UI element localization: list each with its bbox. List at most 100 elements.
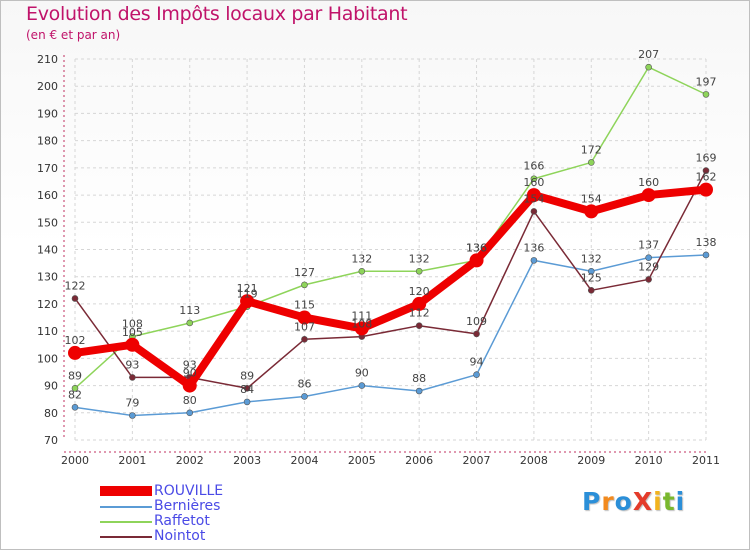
data-point-rouville-2008 [526,188,541,203]
series-line-rouville [71,185,710,390]
data-point-berni-res-2009 [587,267,595,275]
data-label-berni-res-2003: 84 [240,383,254,396]
y-tick-label-180: 180 [37,135,58,148]
legend-label-rouville: ROUVILLE [154,483,224,499]
data-point-rouville-2004 [297,310,312,325]
y-tick-label-210: 210 [37,53,58,66]
data-label-rouville-2003: 121 [237,282,258,295]
data-label-rouville-2007: 136 [466,241,487,254]
legend-swatch-raffetot [100,521,152,523]
y-tick-label-70: 70 [44,434,58,447]
data-point-raffetot-2000 [71,384,79,392]
logo-letter: t [662,487,676,516]
data-point-berni-res-2000 [71,404,79,411]
legend-swatch-rouville [100,486,152,496]
x-tick-label-2009: 2009 [577,454,605,467]
data-label-rouville-2006: 120 [409,285,430,298]
data-point-berni-res-2004 [301,393,308,400]
x-tick-label-2001: 2001 [118,454,146,467]
data-point-rouville-2005 [354,321,369,336]
data-point-nointot-2006 [415,322,423,330]
data-label-raffetot-2008: 166 [523,160,544,173]
data-label-raffetot-2002: 113 [179,304,200,317]
data-label-berni-res-2008: 136 [523,241,544,254]
data-label-berni-res-2011: 138 [696,236,717,249]
y-tick-label-140: 140 [37,244,58,257]
data-label-nointot-2003: 89 [240,369,254,382]
x-tick-label-2003: 2003 [233,454,261,467]
data-label-berni-res-2000: 82 [68,388,82,401]
data-point-rouville-2001 [125,337,140,352]
data-point-berni-res-2006 [415,387,423,395]
data-label-rouville-2002: 90 [183,367,197,380]
data-point-nointot-2011 [702,167,710,174]
data-label-nointot-2002: 93 [183,358,197,371]
y-tick-label-150: 150 [37,216,58,229]
x-tick-label-2008: 2008 [520,454,548,467]
data-point-berni-res-2002 [186,409,194,417]
logo-letter: P [582,487,602,516]
y-tick-label-80: 80 [44,407,58,420]
series-line-raffetot [74,66,707,390]
data-label-raffetot-2000: 89 [68,369,82,382]
data-label-nointot-2009: 125 [581,271,602,284]
y-tick-label-110: 110 [37,325,58,338]
data-label-rouville-2008: 160 [523,176,544,189]
data-label-rouville-2000: 102 [65,334,86,347]
data-label-raffetot-2007: 136 [466,241,487,254]
data-label-nointot-2001: 93 [125,358,139,371]
data-label-nointot-2000: 122 [65,279,86,292]
data-point-berni-res-2003 [243,398,251,406]
x-tick-label-2004: 2004 [290,454,318,467]
data-label-nointot-2005: 108 [351,318,372,331]
data-point-raffetot-2002 [186,319,194,327]
data-label-berni-res-2005: 90 [355,367,369,380]
data-point-berni-res-2008 [530,257,538,264]
y-tick-label-90: 90 [44,380,58,393]
data-point-raffetot-2005 [358,267,366,275]
data-point-berni-res-2001 [129,412,136,419]
data-label-nointot-2006: 112 [409,307,430,320]
data-label-raffetot-2003: 119 [237,288,258,301]
data-point-rouville-2000 [68,345,82,360]
data-point-rouville-2002 [182,378,197,393]
chart-title: Evolution des Impôts locaux par Habitant [26,3,408,25]
data-label-berni-res-2010: 137 [638,239,659,252]
data-point-nointot-2001 [129,374,136,381]
data-point-nointot-2010 [645,276,652,283]
y-tick-label-130: 130 [37,271,58,284]
data-point-nointot-2000 [71,295,79,302]
legend-label-bernieres: Bernières [154,498,221,514]
data-point-nointot-2004 [301,336,308,343]
data-point-rouville-2007 [469,253,484,268]
y-tick-label-100: 100 [37,352,58,365]
logo-letter: i [675,487,686,516]
data-label-rouville-2001: 105 [122,326,143,339]
data-point-nointot-2008 [530,208,538,215]
x-tick-label-2007: 2007 [463,454,491,467]
data-label-berni-res-2002: 80 [183,394,197,407]
legend-swatch-bernieres [100,506,152,508]
x-tick-label-2005: 2005 [348,454,376,467]
data-label-nointot-2011: 169 [696,152,717,165]
y-tick-label-170: 170 [37,162,58,175]
data-point-rouville-2009 [584,204,599,219]
data-point-nointot-2007 [473,330,480,338]
data-label-nointot-2010: 129 [638,260,659,273]
data-label-raffetot-2001: 108 [122,318,143,331]
data-point-raffetot-2004 [301,281,308,289]
data-point-berni-res-2011 [702,251,710,259]
data-point-raffetot-2011 [702,91,710,98]
data-label-nointot-2008: 154 [523,192,544,205]
legend-label-raffetot: Raffetot [154,513,210,529]
legend-swatch-nointot [100,536,152,538]
logo-letter: r [601,487,615,516]
data-point-berni-res-2007 [473,371,480,378]
data-label-raffetot-2004: 127 [294,266,315,279]
data-label-berni-res-2001: 79 [125,397,139,410]
data-point-rouville-2010 [641,188,656,203]
y-tick-label-190: 190 [37,107,58,120]
proxiti-logo: ProXiti [582,487,685,516]
